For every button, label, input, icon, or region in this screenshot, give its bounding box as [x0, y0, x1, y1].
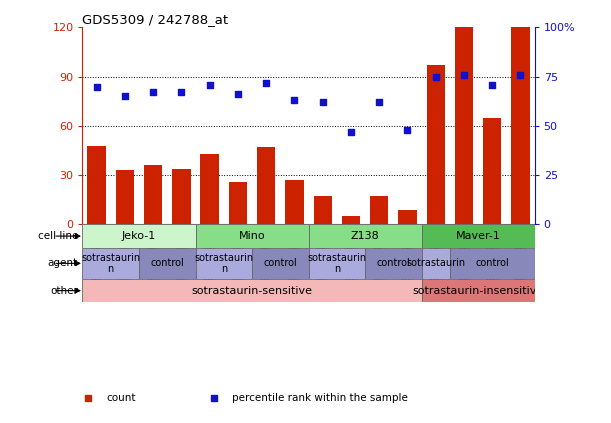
Text: GDS5309 / 242788_at: GDS5309 / 242788_at	[82, 14, 229, 26]
Text: sotrastaurin
n: sotrastaurin n	[194, 253, 254, 274]
Point	[262, 79, 271, 86]
Bar	[422, 279, 535, 302]
Bar	[285, 180, 304, 224]
Bar	[252, 248, 309, 279]
Point	[431, 73, 441, 80]
Bar	[257, 147, 276, 224]
Point	[290, 97, 299, 104]
Bar	[87, 146, 106, 224]
Bar	[200, 154, 219, 224]
Bar	[398, 209, 417, 224]
Bar	[422, 248, 450, 279]
Text: cell line: cell line	[38, 231, 78, 241]
Point	[488, 81, 497, 88]
Bar	[313, 196, 332, 224]
Point	[177, 89, 186, 96]
Bar	[426, 65, 445, 224]
Point	[346, 129, 356, 135]
Text: Maver-1: Maver-1	[456, 231, 500, 241]
Bar	[196, 224, 309, 248]
Point	[120, 93, 130, 100]
Text: Z138: Z138	[351, 231, 379, 241]
Bar	[144, 165, 163, 224]
Text: sotrastaurin: sotrastaurin	[406, 258, 466, 268]
Text: Mino: Mino	[239, 231, 265, 241]
Bar	[450, 248, 535, 279]
Bar	[82, 224, 196, 248]
Text: agent: agent	[48, 258, 78, 268]
Point	[459, 71, 469, 78]
Bar	[422, 224, 535, 248]
Point	[233, 91, 243, 98]
Bar	[139, 248, 196, 279]
Text: other: other	[50, 286, 78, 296]
Point	[205, 81, 214, 88]
Bar	[229, 181, 247, 224]
Bar	[309, 248, 365, 279]
Text: control: control	[150, 258, 184, 268]
Bar	[196, 248, 252, 279]
Bar	[365, 248, 422, 279]
Bar	[455, 27, 473, 224]
Bar	[115, 170, 134, 224]
Bar	[82, 248, 139, 279]
Text: percentile rank within the sample: percentile rank within the sample	[232, 393, 408, 403]
Bar	[342, 216, 360, 224]
Point	[375, 99, 384, 106]
Text: control: control	[376, 258, 410, 268]
Point	[516, 71, 525, 78]
Text: control: control	[475, 258, 509, 268]
Point	[92, 83, 101, 90]
Text: sotrastaurin
n: sotrastaurin n	[307, 253, 367, 274]
Bar	[172, 168, 191, 224]
Bar	[370, 196, 389, 224]
Text: control: control	[263, 258, 297, 268]
Bar	[82, 279, 422, 302]
Bar	[483, 118, 502, 224]
Text: sotrastaurin-sensitive: sotrastaurin-sensitive	[191, 286, 313, 296]
Bar	[511, 27, 530, 224]
Text: sotrastaurin
n: sotrastaurin n	[81, 253, 141, 274]
Text: sotrastaurin-insensitive: sotrastaurin-insensitive	[412, 286, 544, 296]
Point	[148, 89, 158, 96]
Point	[403, 126, 412, 133]
Text: count: count	[106, 393, 136, 403]
Text: Jeko-1: Jeko-1	[122, 231, 156, 241]
Bar	[309, 224, 422, 248]
Point	[318, 99, 327, 106]
